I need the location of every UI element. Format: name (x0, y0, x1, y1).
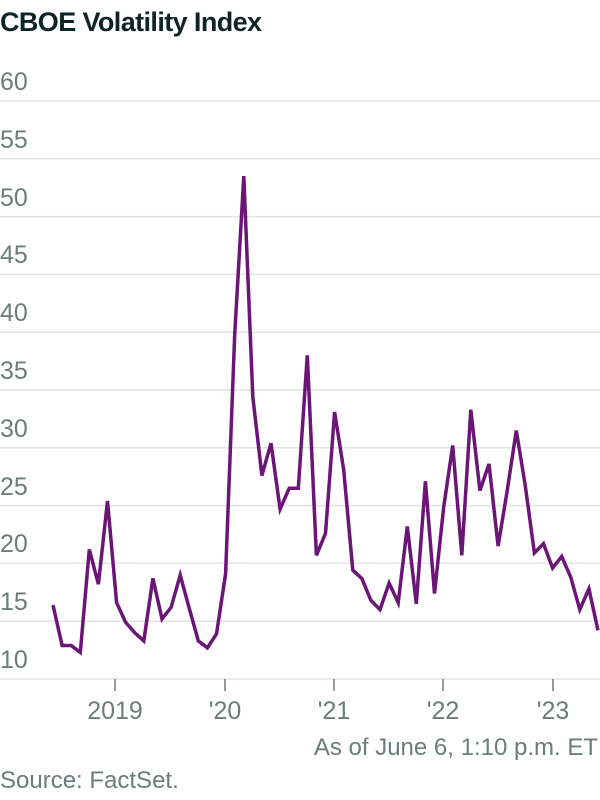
x-tick-label: '23 (536, 697, 570, 725)
y-tick-label: 60 (0, 68, 28, 96)
y-tick-label: 25 (0, 472, 28, 501)
y-tick-label: 15 (0, 588, 28, 617)
y-tick-label: 45 (0, 241, 28, 270)
gridlines (0, 100, 600, 680)
x-tick-label: 2019 (87, 697, 143, 725)
y-tick-label: 10 (0, 646, 28, 674)
y-tick-label: 35 (0, 357, 28, 385)
x-axis-ticks (114, 679, 554, 691)
x-tick-label: '22 (426, 697, 460, 725)
y-tick-label: 40 (0, 299, 28, 328)
y-tick-label: 30 (0, 414, 28, 443)
chart-title: CBOE Volatility Index (0, 7, 262, 37)
source-note: Source: FactSet. (0, 767, 179, 794)
y-tick-label: 20 (0, 530, 28, 559)
timestamp-note: As of June 6, 1:10 p.m. ET (313, 734, 598, 761)
vix-series-line (51, 175, 600, 656)
y-tick-label: 50 (0, 183, 28, 212)
x-tick-label: '21 (317, 697, 351, 725)
y-tick-label: 55 (0, 125, 28, 154)
x-tick-label: '20 (208, 697, 242, 725)
